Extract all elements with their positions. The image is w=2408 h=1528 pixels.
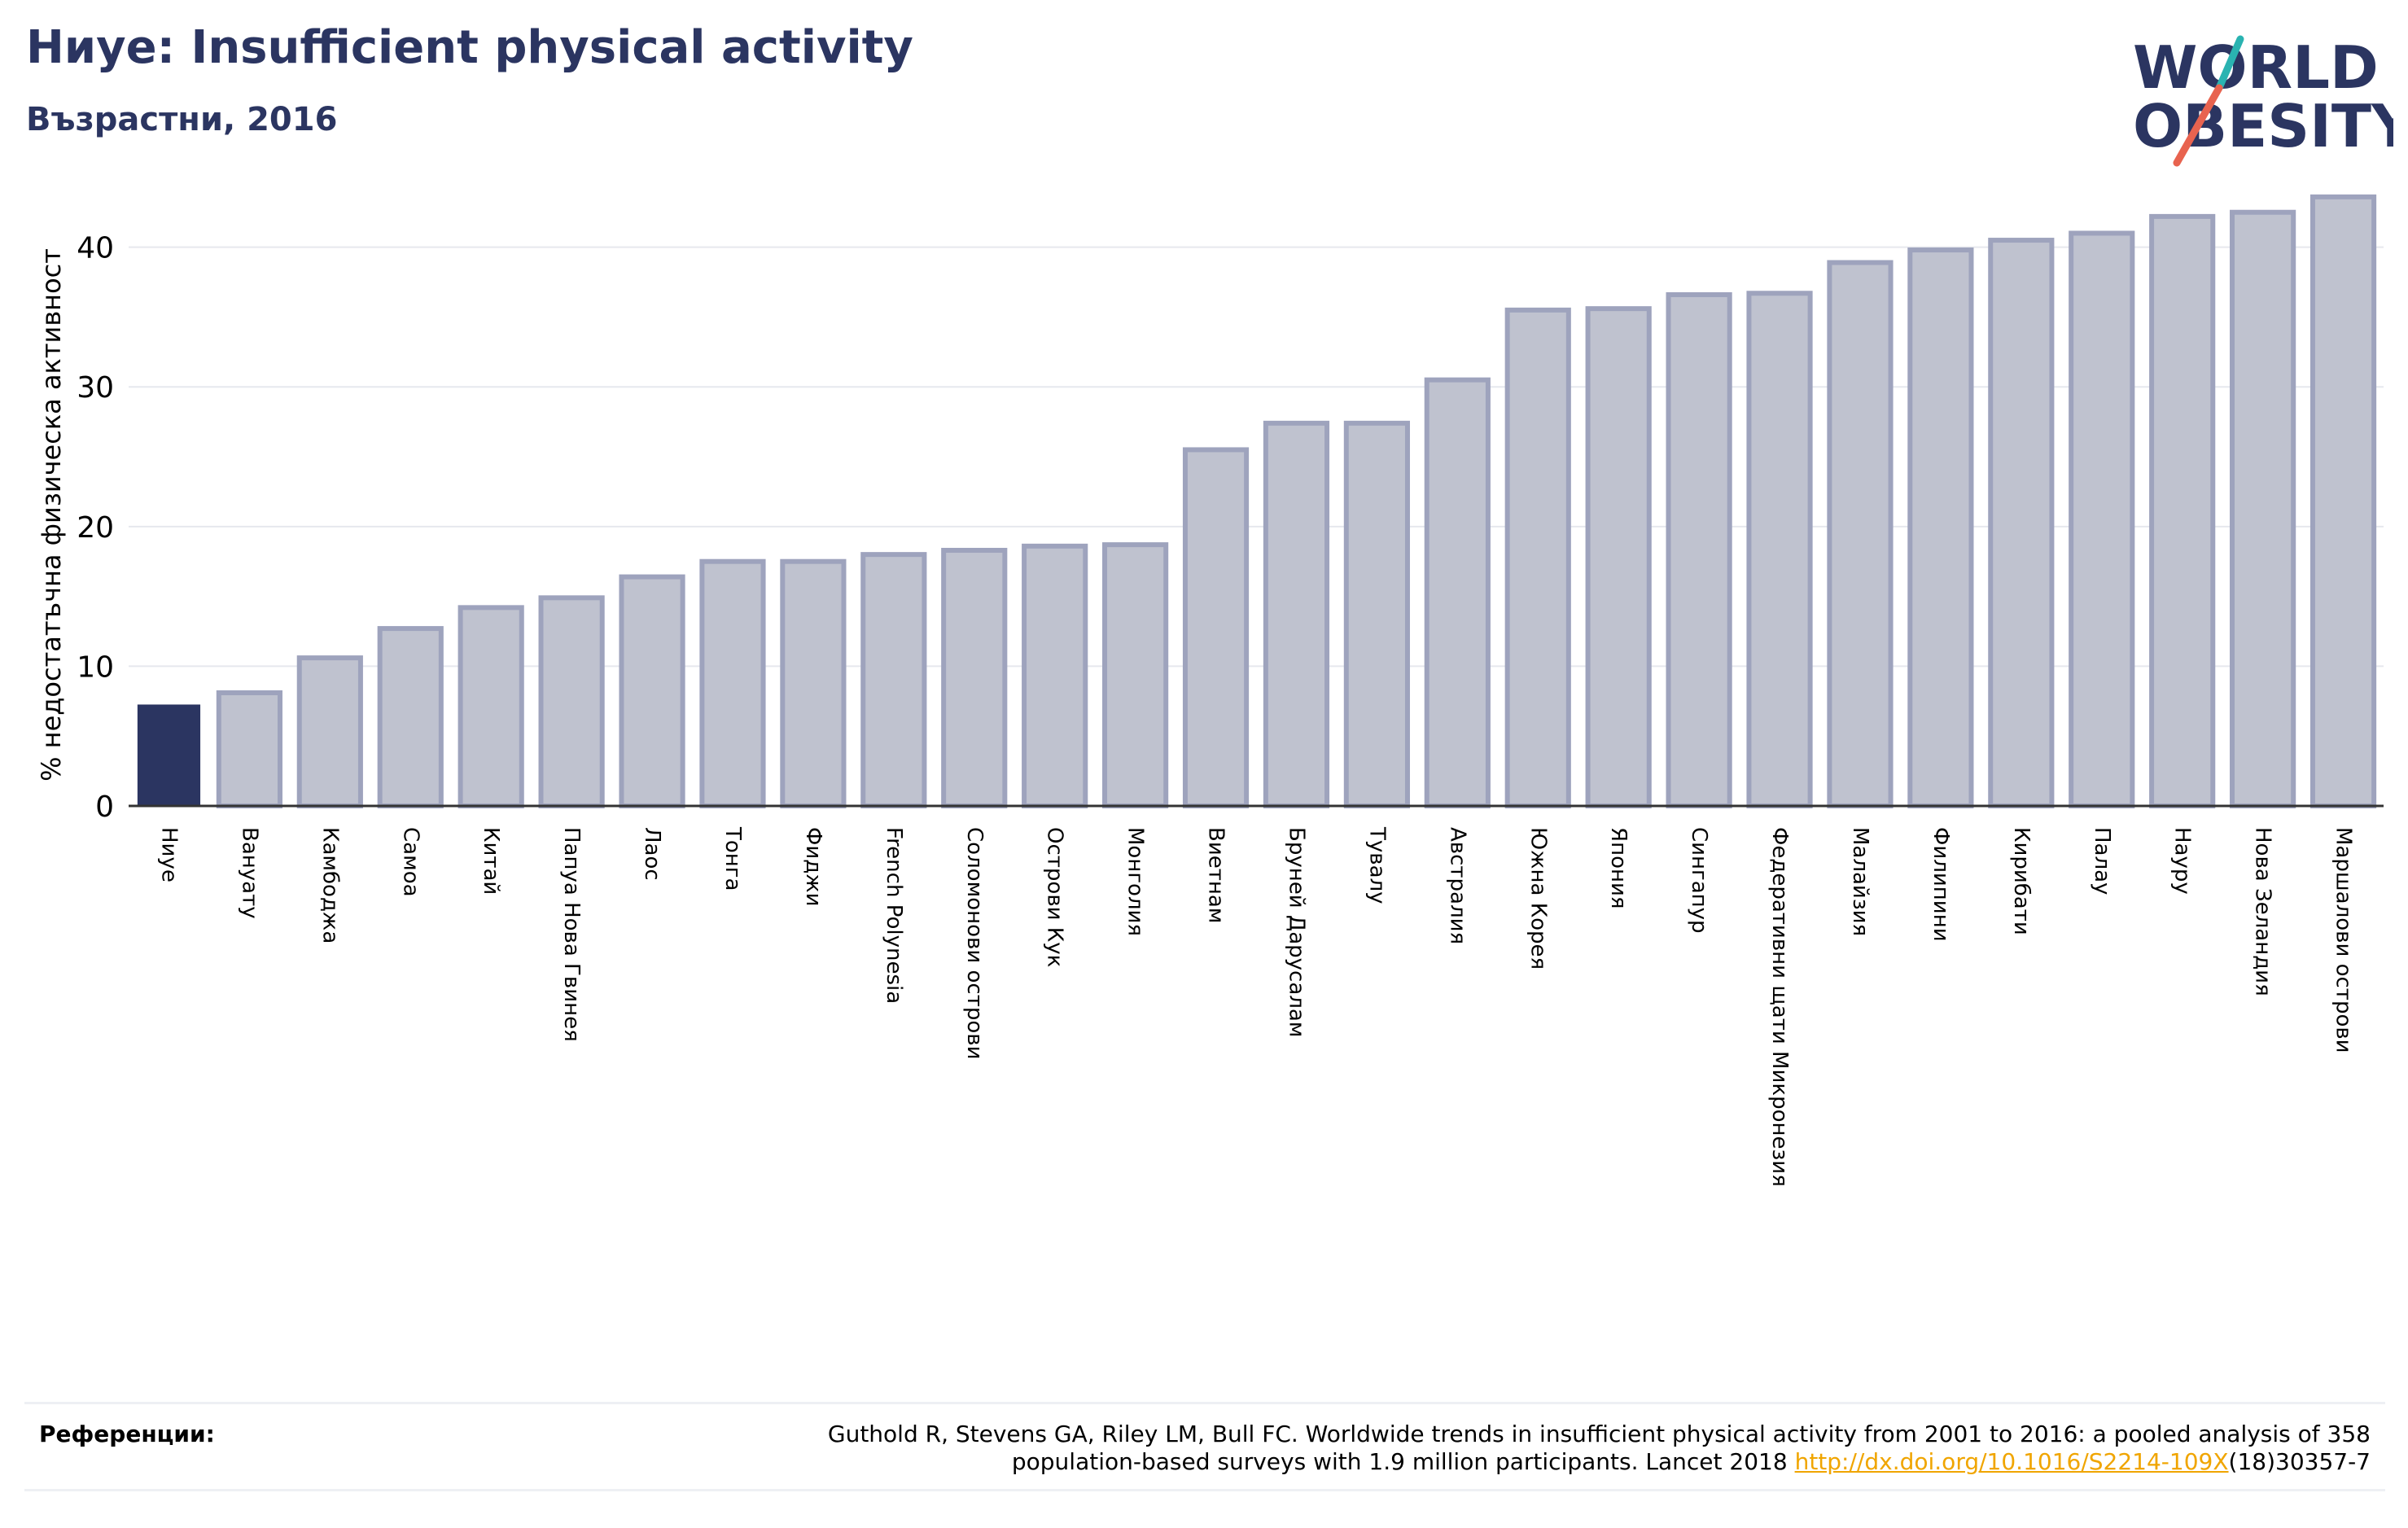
bar <box>296 655 363 809</box>
x-tick-label: Малайзия <box>1848 827 1872 936</box>
bar <box>1022 543 1088 808</box>
bar <box>2309 194 2377 808</box>
bar <box>1504 307 1571 808</box>
logo-slash-red <box>2173 84 2223 167</box>
x-tick-label: Лаос <box>640 827 664 881</box>
bar <box>619 574 685 808</box>
x-tick-label: Монголия <box>1123 827 1148 936</box>
bar <box>1102 542 1169 808</box>
x-tick-label: Науру <box>2170 827 2195 895</box>
x-tick-label: Австралия <box>1445 827 1469 944</box>
bar <box>1666 291 1732 808</box>
x-tick-label: Филипини <box>1929 827 1953 942</box>
bar <box>458 605 524 808</box>
x-tick-label: French Polynesia <box>882 827 906 1004</box>
x-tick-label: Китай <box>479 827 503 895</box>
bar <box>216 690 282 808</box>
bar <box>1424 377 1491 809</box>
x-tick-label: Тонга <box>720 826 745 891</box>
bar <box>1263 420 1330 808</box>
bar <box>1988 238 2055 808</box>
x-tick-label: Камбоджа <box>317 827 342 944</box>
x-tick-label: Федеративни щати Микронезия <box>1767 827 1792 1187</box>
y-tick-label: 40 <box>77 232 114 265</box>
y-tick-label: 20 <box>77 511 114 545</box>
bar <box>377 626 444 808</box>
page-title: Ниуе: Insufficient physical activity <box>26 21 913 74</box>
x-tick-label: Вануату <box>237 827 261 919</box>
x-tick-label: Соломонови острови <box>962 827 987 1059</box>
x-tick-label: Кирибати <box>2009 827 2034 935</box>
world-obesity-logo[interactable]: WORLD OBESITY <box>2117 24 2393 171</box>
logo-slash-teal <box>2215 35 2244 92</box>
references-text: Guthold R, Stevens GA, Riley LM, Bull FC… <box>417 1421 2371 1476</box>
references-label: Референции: <box>39 1421 215 1447</box>
reference-line2: population-based surveys with 1.9 millio… <box>1011 1448 1795 1475</box>
bar <box>137 704 201 807</box>
bar <box>1585 306 1652 808</box>
bar <box>1182 447 1250 808</box>
x-tick-label: Япония <box>1606 827 1631 909</box>
logo-line2: OBESITY <box>2133 92 2393 160</box>
y-tick-label: 10 <box>77 650 114 684</box>
x-tick-label: Сингапур <box>1687 827 1711 934</box>
page-subtitle: Възрастни, 2016 <box>26 101 338 138</box>
bar <box>1827 260 1894 808</box>
x-tick-label: Самоа <box>398 827 422 897</box>
x-tick-label: Нова Зеландия <box>2251 827 2275 996</box>
bar <box>860 552 927 808</box>
x-tick-label: Острови Кук <box>1043 827 1067 967</box>
bar <box>780 558 847 808</box>
x-tick-label: Южна Корея <box>1526 827 1550 970</box>
y-tick-label: 30 <box>77 371 114 405</box>
bar <box>2069 230 2135 808</box>
bar <box>699 558 766 808</box>
y-tick-label: 0 <box>95 790 114 824</box>
reference-line2-end: (18)30357-7 <box>2228 1448 2371 1475</box>
x-tick-label: Фиджи <box>801 827 825 907</box>
bar-chart: 0 10 20 30 40 % недостатъчна физическа активн… <box>36 194 2384 1187</box>
bar <box>941 547 1008 808</box>
bar <box>2149 213 2216 808</box>
x-tick-label: Палау <box>2090 827 2114 895</box>
x-tick-label: Маршалови острови <box>2331 827 2356 1053</box>
x-tick-label: Виетнам <box>1204 827 1228 923</box>
bar <box>1746 291 1813 808</box>
bar <box>2230 209 2296 808</box>
bar <box>1907 247 1974 808</box>
x-tick-label: Папуа Нова Гвинея <box>559 827 584 1042</box>
logo-line1: WORLD <box>2133 33 2379 102</box>
reference-doi-link[interactable]: http://dx.doi.org/10.1016/S2214-109X <box>1794 1448 2229 1475</box>
x-tick-label: Тувалу <box>1364 826 1389 904</box>
x-tick-label: Бруней Дарусалам <box>1284 827 1308 1037</box>
reference-line1: Guthold R, Stevens GA, Riley LM, Bull FC… <box>827 1421 2371 1447</box>
bar <box>1343 420 1410 808</box>
references-box: Референции: Guthold R, Stevens GA, Riley… <box>24 1402 2385 1491</box>
x-tick-label: Ниуе <box>156 827 181 882</box>
bar <box>538 595 605 808</box>
y-axis-label: % недостатъчна физическа активност <box>36 248 67 782</box>
